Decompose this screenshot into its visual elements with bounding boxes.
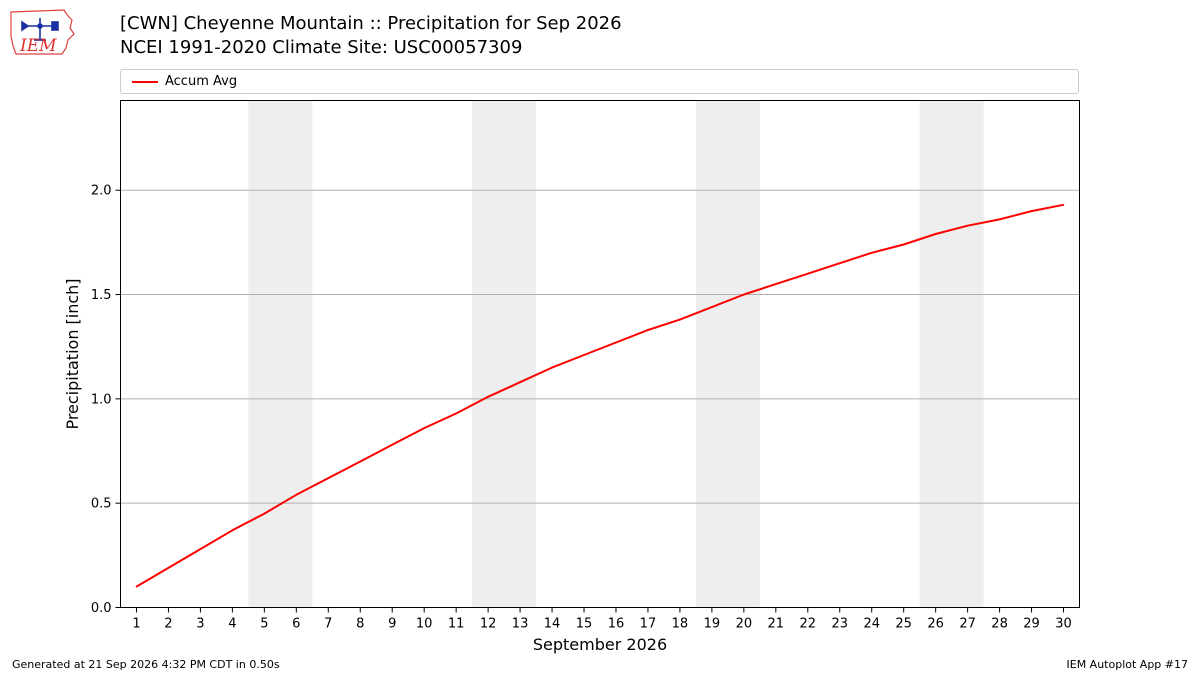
data-point	[135, 585, 138, 588]
x-tick-label: 9	[388, 617, 396, 632]
data-point	[1030, 210, 1033, 212]
x-tick-label: 27	[959, 617, 976, 632]
x-tick-label: 12	[480, 617, 497, 632]
x-tick-label: 29	[1023, 617, 1040, 632]
data-point	[327, 477, 330, 479]
y-gridlines	[120, 189, 1080, 504]
x-tick-label: 5	[260, 617, 268, 632]
data-point	[519, 381, 521, 383]
x-axis-ticks: 1 2 3 4 5 6 7 8 9 10 11 12 13 14 15 16 17 18 19 20 21 22 23 24 2…	[132, 607, 1072, 632]
x-tick-label: 1	[132, 617, 140, 632]
data-point	[998, 218, 1001, 221]
data-point	[806, 272, 809, 275]
data-point	[455, 412, 457, 415]
y-axis-label: Precipitation [inch]	[63, 278, 82, 429]
data-point	[263, 512, 266, 515]
x-tick-label: 28	[991, 617, 1008, 632]
y-tick-label: 1.5	[91, 288, 112, 303]
y-tick-label: 0.5	[91, 497, 112, 512]
data-point	[838, 262, 841, 265]
data-point	[743, 293, 745, 296]
x-tick-label: 2	[164, 617, 172, 632]
x-tick-label: 15	[576, 617, 593, 632]
data-point	[231, 529, 234, 532]
data-point	[615, 341, 617, 344]
legend-swatch	[132, 81, 158, 83]
x-tick-label: 16	[608, 617, 625, 632]
weekend-shade-3	[695, 100, 760, 608]
iowa-outline-icon	[10, 9, 75, 55]
x-tick-label: 21	[768, 617, 785, 632]
data-point	[966, 224, 969, 227]
x-tick-label: 7	[324, 617, 332, 632]
data-point	[870, 252, 873, 254]
data-point	[647, 329, 649, 331]
x-tick-label: 14	[544, 617, 561, 632]
legend-entry-accum-avg: Accum Avg	[165, 74, 238, 89]
data-point	[711, 306, 713, 308]
x-tick-label: 26	[927, 617, 944, 632]
x-tick-label: 17	[640, 617, 657, 632]
data-point	[167, 567, 170, 569]
data-point	[902, 243, 905, 246]
chart-subtitle: NCEI 1991-2020 Climate Site: USC00057309	[120, 37, 523, 58]
data-point	[295, 494, 298, 496]
x-tick-label: 25	[895, 617, 912, 632]
y-tick-label: 0.0	[91, 601, 112, 616]
data-point	[487, 395, 489, 398]
weekend-shade-4	[919, 100, 984, 608]
data-point	[199, 548, 202, 550]
logo-text: IEM	[19, 36, 57, 56]
x-tick-label: 24	[863, 617, 880, 632]
data-point	[551, 366, 553, 369]
iem-logo: IEM	[10, 9, 75, 56]
y-tick-label: 1.0	[91, 392, 112, 407]
x-tick-label: 30	[1055, 617, 1072, 632]
x-tick-label: 8	[356, 617, 364, 632]
data-point	[359, 460, 362, 463]
weather-vane-icon	[21, 18, 59, 41]
x-tick-label: 18	[672, 617, 689, 632]
data-point	[775, 283, 777, 285]
x-tick-label: 20	[736, 617, 753, 632]
data-point	[1062, 204, 1065, 206]
x-tick-label: 22	[800, 617, 817, 632]
series-line-accum-avg	[135, 203, 1064, 588]
y-tick-label: 2.0	[91, 184, 112, 199]
x-tick-label: 11	[448, 617, 465, 632]
plot-frame	[120, 100, 1080, 608]
app-credit: IEM Autoplot App #17	[1066, 658, 1189, 671]
x-tick-label: 6	[292, 617, 300, 632]
data-point	[423, 427, 425, 429]
weekend-shading	[248, 100, 984, 608]
generated-timestamp: Generated at 21 Sep 2026 4:32 PM CDT in …	[12, 658, 280, 671]
weekend-shade-2	[472, 100, 537, 608]
x-axis-label: September 2026	[533, 635, 667, 654]
x-tick-label: 4	[228, 617, 236, 632]
x-tick-label: 23	[831, 617, 848, 632]
weekend-shade-1	[248, 100, 313, 608]
data-point	[679, 318, 681, 321]
x-tick-label: 13	[512, 617, 529, 632]
data-point	[934, 233, 937, 235]
data-point	[583, 354, 585, 356]
data-point	[391, 443, 394, 446]
chart-title: [CWN] Cheyenne Mountain :: Precipitation…	[120, 13, 622, 34]
x-tick-label: 3	[196, 617, 204, 632]
series-layer	[135, 203, 1065, 588]
legend: Accum Avg	[120, 69, 1079, 94]
x-tick-label: 10	[416, 617, 433, 632]
x-tick-label: 19	[704, 617, 721, 632]
y-axis-ticks: 0.0 0.5 1.0 1.5 2.0	[91, 184, 121, 616]
